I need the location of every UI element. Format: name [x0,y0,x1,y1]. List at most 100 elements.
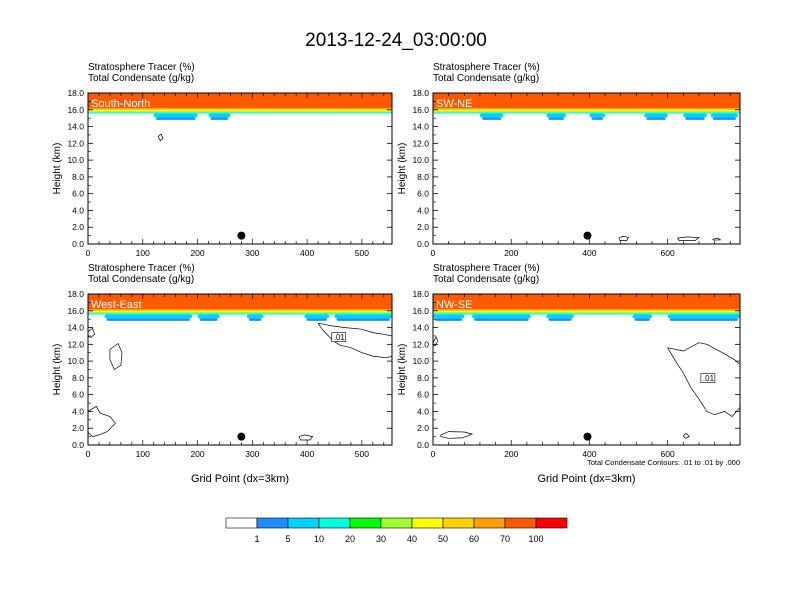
x-tick-label: 0 [86,248,91,258]
colorbar-label: 60 [469,534,479,544]
x-tick-label: 200 [190,248,204,258]
panel-header-tracer: Stratosphere Tracer (%) [433,263,540,274]
y-axis-label: Height (km) [52,344,63,396]
tracer-dip-low [548,117,564,120]
condensate-contour [298,434,314,441]
y-tick-label: 12.0 [67,339,84,349]
y-tick-label: 14.0 [412,323,429,333]
tracer-dip [589,113,606,118]
tracer-band-layer [433,111,740,113]
colorbar-swatch [535,517,568,529]
y-tick-label: 10.0 [67,356,84,366]
condensate-contour [618,236,630,241]
colorbar-swatch [473,517,506,529]
tracer-dip-low [248,318,262,321]
tracer-dip-low [474,318,529,321]
tracer-dip [104,314,193,319]
tracer-band-layer [88,109,392,112]
tracer-band-layer [433,108,740,110]
condensate-contour [440,431,474,439]
tracer-band-layer [433,312,740,314]
chart-title: 2013-12-24_03:00:00 [305,30,487,51]
tracer-dip-low [199,318,218,321]
y-tick-label: 8.0 [72,373,84,383]
tracer-dip [479,113,504,118]
y-tick-label: 10.0 [412,155,429,165]
tracer-dip-low [210,117,229,120]
tracer-band-layer [433,310,740,313]
tracer-band-layer [433,309,740,311]
tracer-band-layer [433,109,740,112]
tracer-dip [546,314,574,319]
y-tick-label: 6.0 [72,189,84,199]
tracer-dip-low [634,318,651,321]
tracer-band-layer [433,294,740,310]
tracer-band-layer [88,111,392,113]
tracer-dip [683,113,707,118]
y-tick-label: 16.0 [412,105,429,115]
y-tick-label: 6.0 [417,189,429,199]
x-tick-label: 400 [582,248,596,258]
y-tick-label: 12.0 [412,339,429,349]
tracer-dip [334,314,392,319]
panel-name-label: NW-SE [436,299,472,311]
tracer-band-layer [88,312,392,314]
tracer-band-layer [433,93,740,109]
colorbar-label: 50 [438,534,448,544]
condensate-contour [109,342,123,371]
tracer-dip-low [591,117,604,120]
y-axis-label: Height (km) [397,344,408,396]
tracer-dip-low [548,318,572,321]
tracer-dip-low [669,318,738,321]
y-tick-label: 2.0 [417,222,429,232]
x-tick-label: 600 [661,449,675,459]
x-tick-label: 500 [355,248,369,258]
y-tick-label: 18.0 [67,88,84,98]
location-marker [583,231,592,240]
colorbar-label: 100 [528,534,543,544]
x-tick-label: 200 [190,449,204,459]
colorbar-swatch [504,517,537,529]
y-axis-label: Height (km) [397,143,408,195]
colorbar-swatch [256,517,289,529]
tracer-dip-low [646,117,666,120]
location-marker [583,432,592,441]
y-tick-label: 6.0 [72,390,84,400]
tracer-band-layer [433,112,740,114]
colorbar-swatch [225,517,258,529]
x-tick-label: 200 [504,449,518,459]
tracer-dip-low [712,117,737,120]
tracer-band-layer [88,309,392,311]
y-tick-label: 0.0 [417,239,429,249]
colorbar-label: 10 [314,534,324,544]
tracer-band-layer [88,313,392,315]
tracer-dip-low [435,318,463,321]
condensate-contour [157,133,164,142]
panel-header-condensate: Total Condensate (g/kg) [433,274,539,285]
x-tick-label: 400 [300,248,314,258]
y-tick-label: 18.0 [412,289,429,299]
colorbar-swatch [442,517,475,529]
tracer-band-layer [433,313,740,315]
location-marker [237,432,246,441]
y-tick-label: 8.0 [72,172,84,182]
x-axis-label: Grid Point (dx=3km) [537,473,635,485]
x-tick-label: 200 [504,248,518,258]
y-tick-label: 0.0 [72,440,84,450]
tracer-band-layer [88,294,392,310]
colorbar-label: 70 [500,534,510,544]
y-axis-label: Height (km) [52,143,63,195]
tracer-dip [644,113,668,118]
contour-label: .01 [334,333,346,342]
x-tick-label: 300 [245,248,259,258]
location-marker [237,231,246,240]
colorbar-swatch [411,517,444,529]
y-tick-label: 16.0 [67,105,84,115]
panel-name-label: West-East [91,299,142,311]
y-tick-label: 0.0 [417,440,429,450]
colorbar-label: 5 [285,534,290,544]
y-tick-label: 12.0 [67,138,84,148]
contour-label-box [700,373,716,383]
tracer-dip [710,113,739,118]
